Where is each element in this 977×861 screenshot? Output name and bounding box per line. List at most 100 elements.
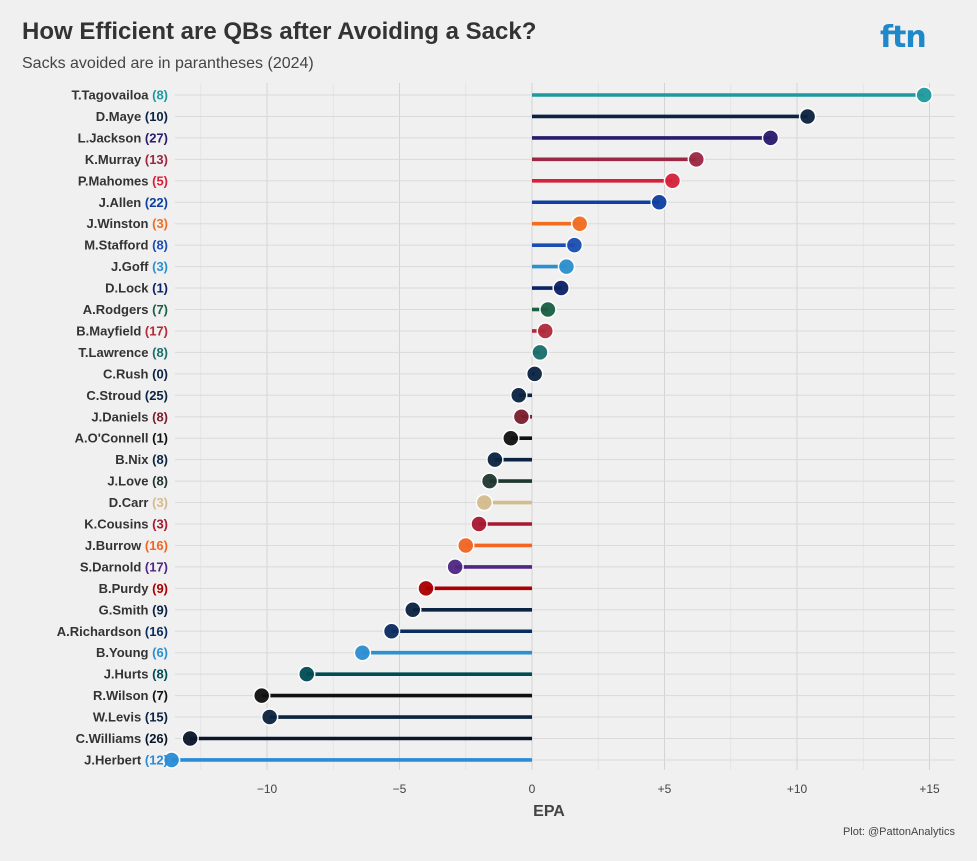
- y-tick-label: W.Levis (15): [93, 710, 168, 725]
- sacks-avoided: (3): [152, 259, 168, 274]
- team-logo-marker: [539, 300, 557, 319]
- player-name: C.Rush: [103, 366, 152, 381]
- y-tick-label: D.Lock (1): [105, 281, 168, 296]
- team-logo-marker: [761, 129, 780, 147]
- y-tick-label: K.Cousins (3): [84, 517, 168, 532]
- sacks-avoided: (8): [152, 345, 168, 360]
- sacks-avoided: (8): [152, 238, 168, 253]
- chart-title: How Efficient are QBs after Avoiding a S…: [22, 18, 537, 45]
- ftn-logo: ftn: [880, 20, 927, 55]
- player-name: B.Mayfield: [76, 323, 145, 338]
- team-logo-marker: [570, 214, 589, 233]
- team-logo-marker: [536, 322, 554, 340]
- team-logo-marker: [353, 643, 372, 662]
- team-logo-marker: [446, 558, 464, 576]
- player-name: J.Love: [107, 474, 152, 489]
- y-tick-label: B.Purdy (9): [99, 581, 168, 596]
- team-logo-marker: [260, 708, 279, 726]
- x-tick-label: +15: [919, 782, 940, 796]
- y-tick-label: A.Richardson (16): [57, 624, 168, 639]
- y-tick-label: T.Lawrence (8): [78, 345, 168, 360]
- sacks-avoided: (16): [145, 538, 168, 553]
- player-name: T.Lawrence: [78, 345, 152, 360]
- y-tick-label: J.Herbert (12): [84, 752, 168, 767]
- sacks-avoided: (1): [152, 281, 168, 296]
- team-logo-marker: [404, 601, 422, 619]
- y-tick-label: G.Smith (9): [99, 602, 168, 617]
- y-tick-label: L.Jackson (27): [78, 130, 168, 145]
- bars-group: [162, 86, 933, 769]
- sacks-avoided: (8): [152, 88, 168, 103]
- player-name: P.Mahomes: [78, 173, 152, 188]
- team-logo-marker: [502, 429, 520, 447]
- y-tick-label: C.Stroud (25): [86, 388, 168, 403]
- team-logo-marker: [470, 515, 488, 533]
- sacks-avoided: (3): [152, 216, 168, 231]
- sacks-avoided: (3): [152, 517, 168, 532]
- x-tick-label: −10: [257, 782, 278, 796]
- sacks-avoided: (27): [145, 130, 168, 145]
- chart-subtitle: Sacks avoided are in parantheses (2024): [22, 55, 314, 72]
- y-tick-label: A.Rodgers (7): [83, 302, 168, 317]
- y-tick-label: B.Nix (8): [115, 452, 168, 467]
- y-tick-label: J.Love (8): [107, 474, 168, 489]
- y-tick-label: B.Mayfield (17): [76, 323, 168, 338]
- team-logo-marker: [457, 536, 475, 555]
- sacks-avoided: (8): [152, 452, 168, 467]
- x-tick-label: +5: [658, 782, 672, 796]
- team-logo-marker: [915, 86, 933, 104]
- sacks-avoided: (13): [145, 152, 168, 167]
- sacks-avoided: (16): [145, 624, 168, 639]
- sacks-avoided: (10): [145, 109, 168, 124]
- team-logo-marker: [480, 472, 499, 490]
- player-name: B.Purdy: [99, 581, 152, 596]
- sacks-avoided: (6): [152, 645, 168, 660]
- player-name: J.Daniels: [91, 409, 152, 424]
- sacks-avoided: (22): [145, 195, 168, 210]
- player-name: R.Wilson: [93, 688, 152, 703]
- player-name: J.Herbert: [84, 752, 145, 767]
- team-logo-marker: [298, 665, 316, 683]
- y-tick-label: A.O'Connell (1): [75, 431, 168, 446]
- sacks-avoided: (1): [152, 431, 168, 446]
- x-tick-label: 0: [529, 782, 536, 796]
- sacks-avoided: (8): [152, 667, 168, 682]
- sacks-avoided: (7): [152, 302, 168, 317]
- player-name: T.Tagovailoa: [71, 88, 152, 103]
- sacks-avoided: (7): [152, 688, 168, 703]
- x-tick-label: +10: [787, 782, 808, 796]
- sacks-avoided: (8): [152, 409, 168, 424]
- team-logo-marker: [162, 751, 181, 769]
- y-tick-label: M.Stafford (8): [84, 238, 168, 253]
- sacks-avoided: (26): [145, 731, 168, 746]
- y-tick-label: J.Winston (3): [87, 216, 169, 231]
- y-tick-label: C.Rush (0): [103, 366, 168, 381]
- player-name: A.Rodgers: [83, 302, 152, 317]
- team-logo-marker: [565, 236, 584, 254]
- y-labels-group: T.Tagovailoa (8) D.Maye (10) L.Jackson (27…: [57, 88, 168, 768]
- player-name: K.Cousins: [84, 517, 152, 532]
- player-name: J.Goff: [111, 259, 152, 274]
- sacks-avoided: (3): [152, 495, 168, 510]
- player-name: C.Williams: [76, 731, 145, 746]
- y-tick-label: R.Wilson (7): [93, 688, 168, 703]
- sacks-avoided: (5): [152, 173, 168, 188]
- team-logo-marker: [798, 107, 817, 126]
- player-name: M.Stafford: [84, 238, 152, 253]
- sacks-avoided: (8): [152, 474, 168, 489]
- player-name: D.Maye: [96, 109, 145, 124]
- team-logo-marker: [252, 686, 271, 705]
- team-logo-marker: [531, 343, 549, 362]
- player-name: D.Lock: [105, 281, 152, 296]
- player-name: B.Nix: [115, 452, 152, 467]
- y-tick-label: T.Tagovailoa (8): [71, 88, 168, 103]
- player-name: C.Stroud: [86, 388, 145, 403]
- sacks-avoided: (9): [152, 581, 168, 596]
- team-logo-marker: [650, 193, 668, 211]
- sacks-avoided: (17): [145, 559, 168, 574]
- y-tick-label: D.Maye (10): [96, 109, 168, 124]
- y-tick-label: J.Hurts (8): [104, 667, 168, 682]
- y-tick-label: K.Murray (13): [85, 152, 168, 167]
- player-name: W.Levis: [93, 710, 145, 725]
- team-logo-marker: [557, 257, 576, 276]
